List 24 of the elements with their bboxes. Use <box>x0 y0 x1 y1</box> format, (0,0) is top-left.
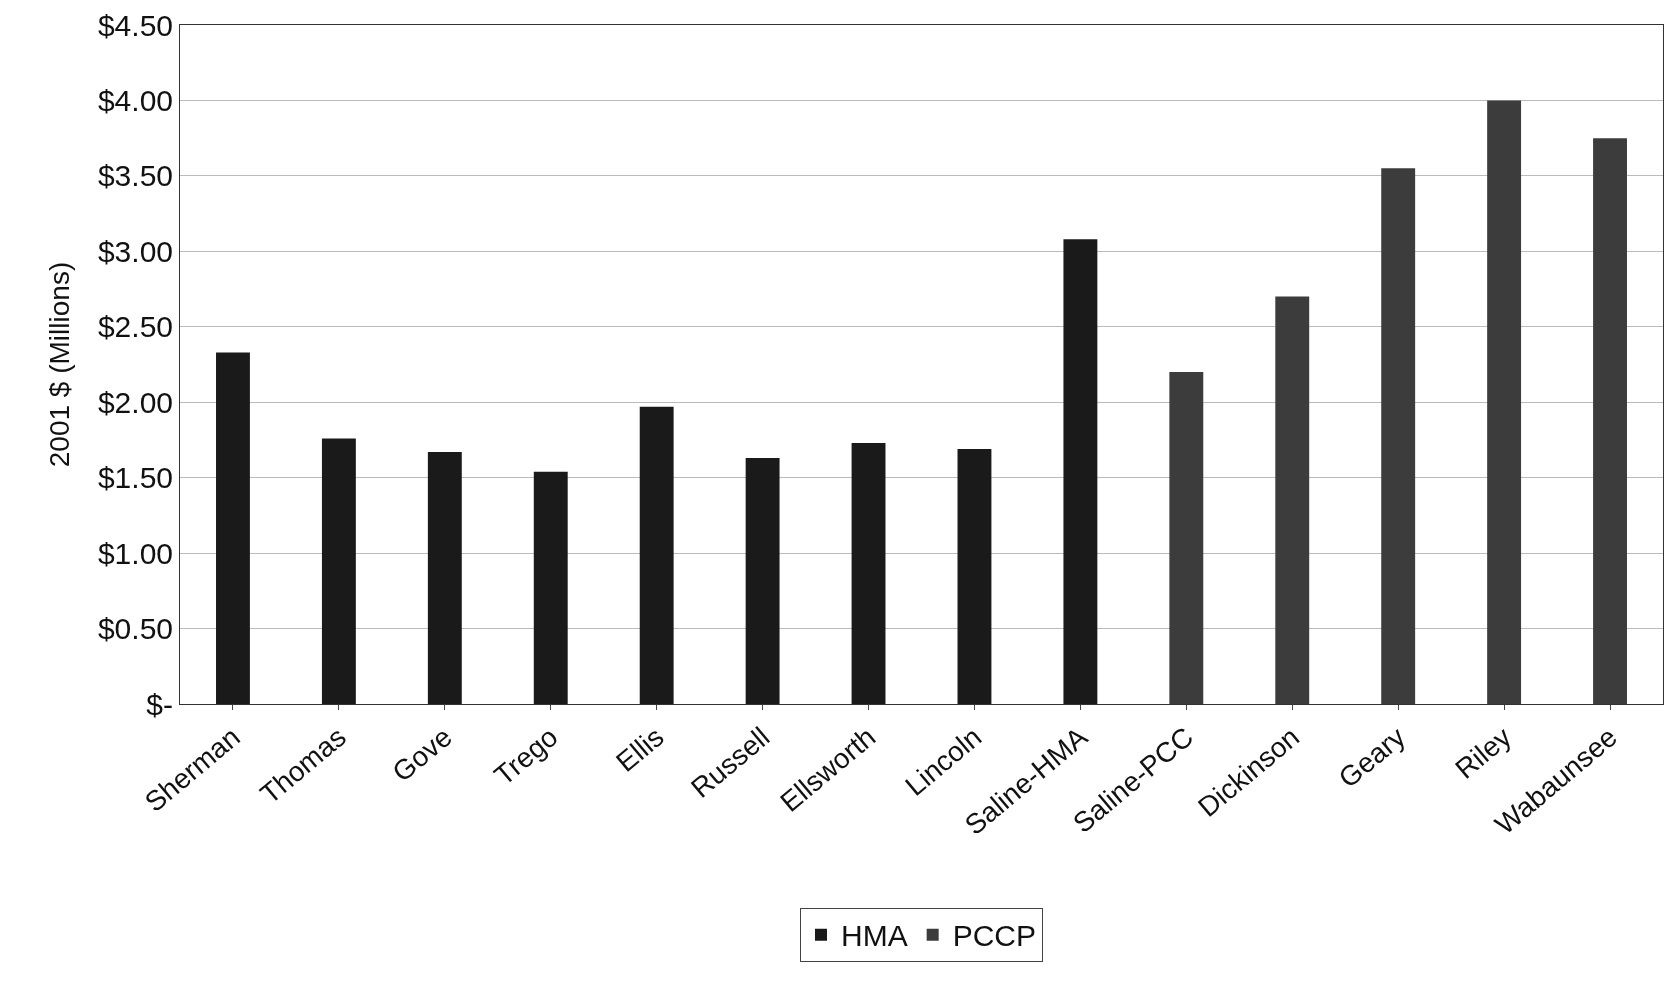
y-tick-label: $4.50 <box>97 8 173 42</box>
y-tick-label: $2.50 <box>97 310 173 344</box>
y-tick-label: $0.50 <box>97 612 173 646</box>
y-tick-label: $1.50 <box>97 461 173 495</box>
bar <box>639 406 674 704</box>
bar <box>216 352 250 704</box>
bar <box>427 452 462 704</box>
y-tick-label: $1.00 <box>97 536 173 570</box>
bar <box>745 458 780 704</box>
bar <box>533 471 568 704</box>
bar <box>1063 239 1098 704</box>
y-tick-label: $2.00 <box>97 385 173 419</box>
y-tick-label: $3.50 <box>97 159 173 193</box>
y-tick-label: $3.00 <box>97 234 173 268</box>
y-axis-title: 2001 $ (Millions) <box>43 261 75 468</box>
bar <box>321 438 356 704</box>
legend-label: PCCP <box>952 919 1037 953</box>
legend-label: HMA <box>841 919 908 953</box>
x-tick-label: Gove <box>386 721 458 788</box>
y-tick-label: $- <box>146 687 173 721</box>
x-tick-label: Ellis <box>610 721 670 778</box>
bar <box>851 442 886 704</box>
y-tick-label: $4.00 <box>97 83 173 117</box>
bar <box>957 449 992 704</box>
